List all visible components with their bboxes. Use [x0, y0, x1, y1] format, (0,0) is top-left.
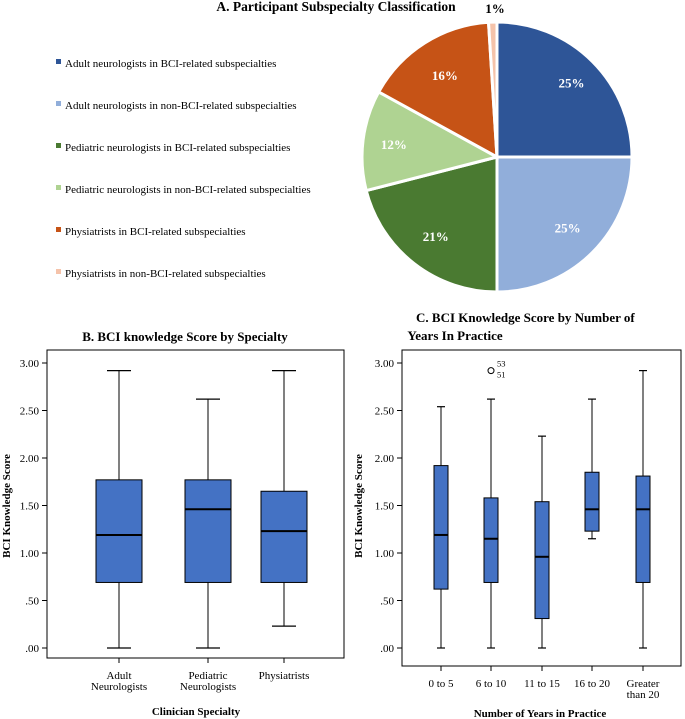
- c-xtick-label-5-line-2: than 20: [627, 689, 660, 701]
- c-outlier-2: [487, 367, 495, 375]
- pie-slice-label-2: 25%: [555, 221, 581, 236]
- b-xtick-label-3: Physiatrists: [259, 670, 310, 682]
- b-ytick-label-6: 3.00: [20, 358, 40, 370]
- b-xtick-label-1-line-2: Neurologists: [91, 681, 147, 693]
- legend-swatch-5: [56, 227, 61, 232]
- c-ytick-label-0: .00: [380, 643, 394, 655]
- legend-swatch-2: [56, 101, 61, 106]
- panel-c-title-line-1: C. BCI Knowledge Score by Number of: [416, 310, 635, 325]
- b-ytick-label-5: 2.50: [20, 406, 40, 418]
- b-xtick-label-1-line-1: Adult: [106, 670, 131, 682]
- c-xtick-label-5-line-1: Greater: [627, 678, 660, 690]
- legend-label-6: Physiatrists in non-BCI-related subspeci…: [65, 268, 266, 280]
- pie-slices: [360, 20, 634, 294]
- panel-c-title-line-2: Years In Practice: [407, 328, 503, 343]
- pie-slice-label-4: 12%: [381, 137, 407, 152]
- panel-a-pie-chart: A. Participant Subspecialty Classificati…: [56, 0, 634, 294]
- panel-b-box-plot: B. BCI knowledge Score by Specialty .00.…: [1, 329, 345, 718]
- c-box-4: [584, 471, 600, 532]
- b-xtick-label-2-line-2: Neurologists: [180, 681, 236, 693]
- c-outlier-label-2: 51: [497, 370, 506, 380]
- c-xtick-label-3-line-1: 11 to 15: [524, 678, 560, 690]
- legend-label-2: Adult neurologists in non-BCI-related su…: [65, 100, 297, 112]
- b-box-1: [95, 479, 143, 583]
- panel-c-ylabel: BCI Knowledge Score: [353, 454, 365, 558]
- c-xtick-label-5: Greater than 20: [627, 678, 660, 701]
- b-box-2: [184, 479, 232, 583]
- pie-slice-3: [364, 155, 499, 294]
- pie-slice-4: [360, 89, 502, 193]
- panel-a-title: A. Participant Subspecialty Classificati…: [216, 0, 456, 14]
- c-ytick-label-2: 1.00: [375, 548, 395, 560]
- pie-legend: Adult neurologists in BCI-related subspe…: [56, 58, 311, 280]
- c-xtick-label-2: 6 to 10: [476, 678, 507, 690]
- legend-swatch-6: [56, 269, 61, 274]
- pie-slice-6: [486, 20, 499, 158]
- pie-slice-label-3: 21%: [423, 229, 449, 244]
- panel-b-title: B. BCI knowledge Score by Specialty: [82, 329, 288, 344]
- b-xtick-label-2-line-1: Pediatric: [188, 670, 227, 682]
- c-xtick-label-4: 16 to 20: [574, 678, 611, 690]
- c-box-2: [483, 497, 499, 583]
- c-box-1: [433, 465, 449, 590]
- c-ytick-label-5: 2.50: [375, 406, 395, 418]
- c-ytick-label-3: 1.50: [375, 501, 395, 513]
- legend-swatch-3: [56, 143, 61, 148]
- c-xtick-label-1: 0 to 5: [428, 678, 454, 690]
- b-ytick-label-0: .00: [25, 643, 39, 655]
- c-xtick-label-4-line-1: 16 to 20: [574, 678, 611, 690]
- b-xtick-label-3-line-1: Physiatrists: [259, 670, 310, 682]
- panel-c-xlabel: Number of Years in Practice: [474, 708, 607, 719]
- c-xtick-label-3: 11 to 15: [524, 678, 560, 690]
- c-ytick-label-6: 3.00: [375, 358, 395, 370]
- panel-c-box-plot: C. BCI Knowledge Score by Number of Year…: [353, 310, 682, 719]
- panel-b-plot-frame: [46, 349, 345, 659]
- pie-slice-2: [495, 155, 634, 294]
- c-ytick-label-1: .50: [380, 596, 394, 608]
- c-xtick-label-2-line-1: 6 to 10: [476, 678, 507, 690]
- b-ytick-label-1: .50: [25, 596, 39, 608]
- panel-b-xlabel: Clinician Specialty: [152, 706, 241, 718]
- pie-slice-label-1: 25%: [559, 76, 585, 91]
- pie-slice-label-5: 16%: [432, 68, 458, 83]
- b-xtick-label-1: Adult Neurologists: [91, 670, 147, 693]
- panel-b-ylabel: BCI Knowledge Score: [1, 454, 13, 558]
- b-ytick-label-3: 1.50: [20, 501, 40, 513]
- b-box-3: [260, 490, 308, 583]
- c-ytick-label-4: 2.00: [375, 453, 395, 465]
- legend-label-5: Physiatrists in BCI-related subspecialti…: [65, 226, 246, 238]
- pie-slice-1: [495, 20, 634, 159]
- b-ytick-label-4: 2.00: [20, 453, 40, 465]
- c-xtick-label-1-line-1: 0 to 5: [428, 678, 454, 690]
- legend-label-4: Pediatric neurologists in non-BCI-relate…: [65, 184, 311, 196]
- panel-c-title: C. BCI Knowledge Score by Number of Year…: [407, 310, 638, 343]
- legend-label-3: Pediatric neurologists in BCI-related su…: [65, 142, 290, 154]
- legend-label-1: Adult neurologists in BCI-related subspe…: [65, 58, 276, 70]
- legend-swatch-1: [56, 59, 61, 64]
- c-outlier-label-1: 53: [497, 359, 506, 369]
- c-box-3: [534, 501, 550, 620]
- b-xtick-label-2: Pediatric Neurologists: [180, 670, 236, 693]
- pie-slice-5: [376, 20, 499, 160]
- c-box-5: [635, 475, 651, 583]
- pie-slice-label-6: 1%: [485, 1, 505, 16]
- b-ytick-label-2: 1.00: [20, 548, 40, 560]
- pie-labels: 25% 25% 21% 12% 16% 1%: [381, 1, 585, 244]
- legend-swatch-4: [56, 185, 61, 190]
